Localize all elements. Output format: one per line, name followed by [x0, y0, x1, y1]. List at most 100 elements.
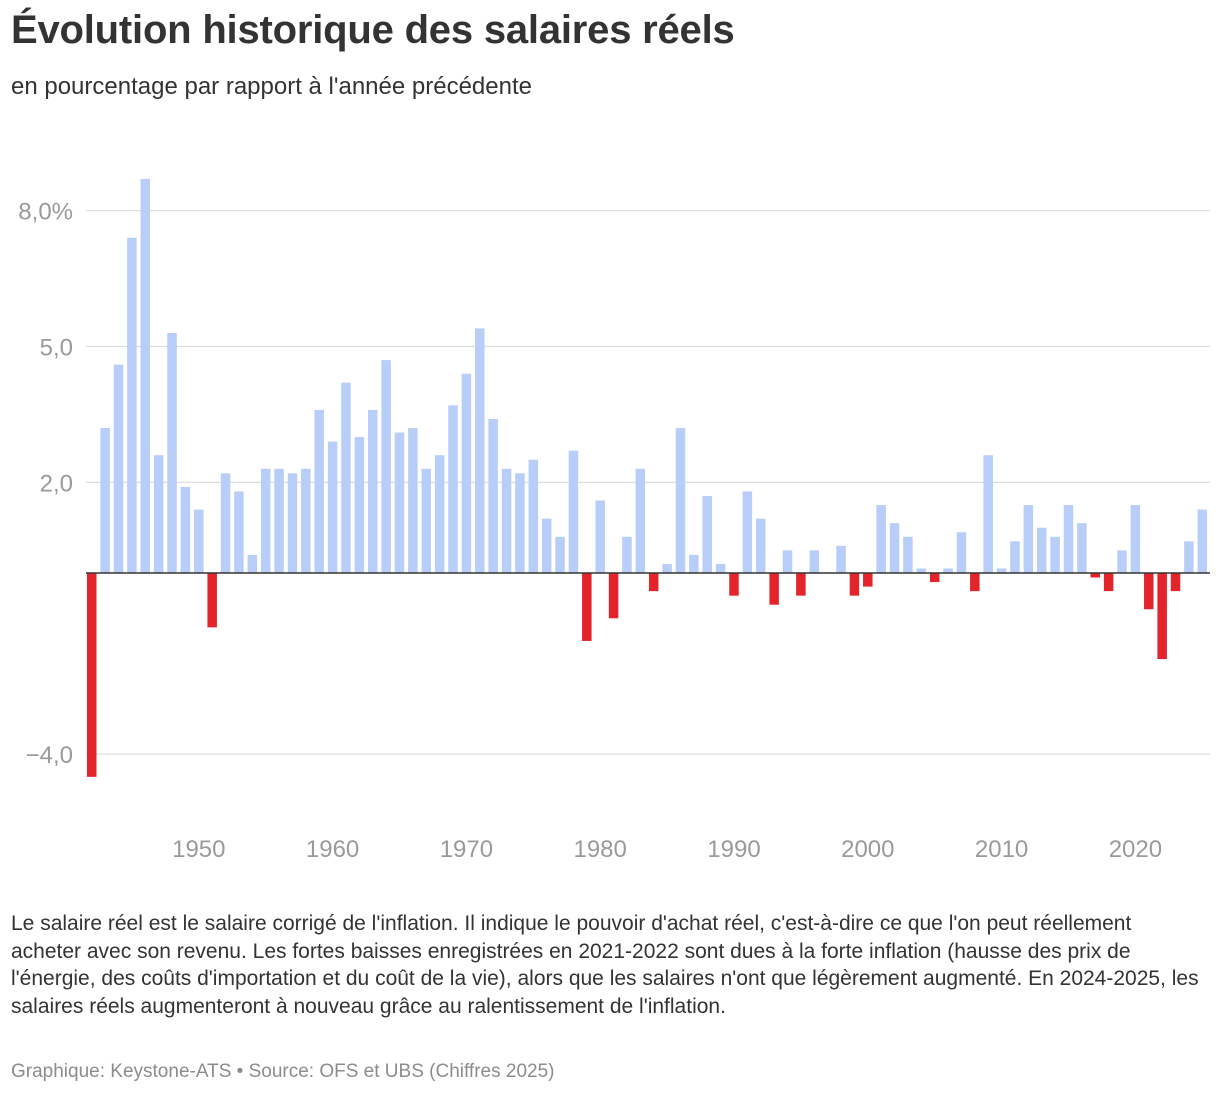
bar: [247, 554, 258, 573]
x-tick-label: 2020: [1109, 836, 1162, 863]
bar: [1144, 573, 1154, 610]
bar: [702, 495, 712, 573]
bar: [113, 364, 124, 573]
bar: [87, 573, 97, 777]
bar: [648, 573, 659, 592]
bar: [929, 573, 940, 583]
bar: [622, 536, 632, 573]
bar: [782, 550, 793, 573]
bar: [408, 428, 418, 573]
bar: [608, 573, 619, 619]
bar: [234, 491, 244, 573]
bar: [635, 468, 646, 573]
bar: [488, 418, 498, 573]
bar: [769, 573, 779, 605]
bar: [541, 518, 552, 573]
bars: [87, 178, 1208, 777]
bar: [287, 473, 298, 573]
bar: [1184, 541, 1194, 573]
chart-title: Évolution historique des salaires réels: [11, 8, 735, 52]
bar: [1090, 573, 1100, 578]
y-tick-label: −4,0: [26, 742, 73, 769]
bar: [1130, 505, 1141, 573]
grid-lines: [86, 210, 1210, 755]
bar: [194, 509, 204, 573]
y-axis-ticks: 8,0% 5,0 2,0 −4,0: [18, 199, 73, 770]
bar: [1023, 505, 1034, 573]
bar: [956, 532, 967, 573]
bar: [1036, 527, 1047, 573]
bar: [301, 468, 311, 573]
x-tick-label: 2000: [841, 836, 894, 863]
bar: [448, 405, 458, 573]
bar: [515, 473, 525, 573]
bar: [1050, 536, 1060, 573]
bar: [367, 409, 378, 573]
bar: [180, 486, 191, 573]
bar: [555, 536, 565, 573]
bar: [903, 536, 913, 573]
bar: [220, 473, 231, 573]
bar: [836, 545, 846, 573]
bar: [568, 450, 579, 573]
bar: [729, 573, 739, 596]
bar: [876, 505, 886, 573]
y-tick-label: 8,0%: [18, 199, 73, 226]
bar: [127, 237, 137, 573]
bar: [662, 563, 672, 573]
bar: [849, 573, 860, 596]
bar: [689, 554, 699, 573]
bar: [501, 468, 512, 573]
bar: [742, 491, 753, 573]
source-credit: Graphique: Keystone-ATS • Source: OFS et…: [11, 1061, 555, 1082]
bar: [207, 573, 217, 628]
bar: [354, 437, 365, 573]
bar: [970, 573, 980, 592]
x-tick-label: 1950: [172, 836, 225, 863]
bar: [1063, 505, 1074, 573]
bar: [809, 550, 820, 573]
explanatory-note: Le salaire réel est le salaire corrigé d…: [11, 912, 1199, 1018]
bar: [140, 178, 151, 573]
bar: [394, 432, 405, 573]
bar: [1197, 509, 1208, 573]
bar: [100, 428, 110, 573]
bar: [1170, 573, 1181, 592]
bar: [1157, 573, 1167, 660]
x-tick-label: 1990: [707, 836, 760, 863]
bar: [341, 382, 351, 573]
y-tick-label: 5,0: [40, 335, 73, 362]
x-tick-label: 2010: [975, 836, 1028, 863]
bar: [1077, 523, 1087, 573]
bar: [167, 332, 177, 573]
bar: [675, 428, 686, 573]
bar: [1010, 541, 1020, 573]
bar: [260, 468, 271, 573]
bar: [983, 455, 993, 573]
bar-chart: 8,0% 5,0 2,0 −4,0 1950 1960 1970 1980 1990 2000 2…: [18, 178, 1210, 863]
bar: [889, 523, 900, 573]
bar: [153, 455, 164, 573]
bar: [461, 373, 472, 573]
bar: [1103, 573, 1114, 592]
bar: [314, 409, 324, 573]
bar: [528, 459, 539, 573]
bar: [916, 568, 927, 573]
bar: [274, 468, 284, 573]
bar: [381, 360, 391, 573]
x-tick-label: 1980: [573, 836, 626, 863]
bar: [595, 500, 605, 573]
bar: [1117, 550, 1127, 573]
bar: [943, 568, 953, 573]
x-tick-label: 1970: [440, 836, 493, 863]
bar: [756, 518, 766, 573]
bar: [327, 441, 338, 573]
chart-subtitle: en pourcentage par rapport à l'année pré…: [11, 73, 532, 100]
bar: [434, 455, 445, 573]
bar: [421, 468, 431, 573]
bar: [582, 573, 592, 641]
y-tick-label: 2,0: [40, 470, 73, 497]
x-tick-label: 1960: [306, 836, 359, 863]
bar: [715, 563, 726, 573]
x-axis-ticks: 1950 1960 1970 1980 1990 2000 2010 2020: [172, 836, 1162, 863]
